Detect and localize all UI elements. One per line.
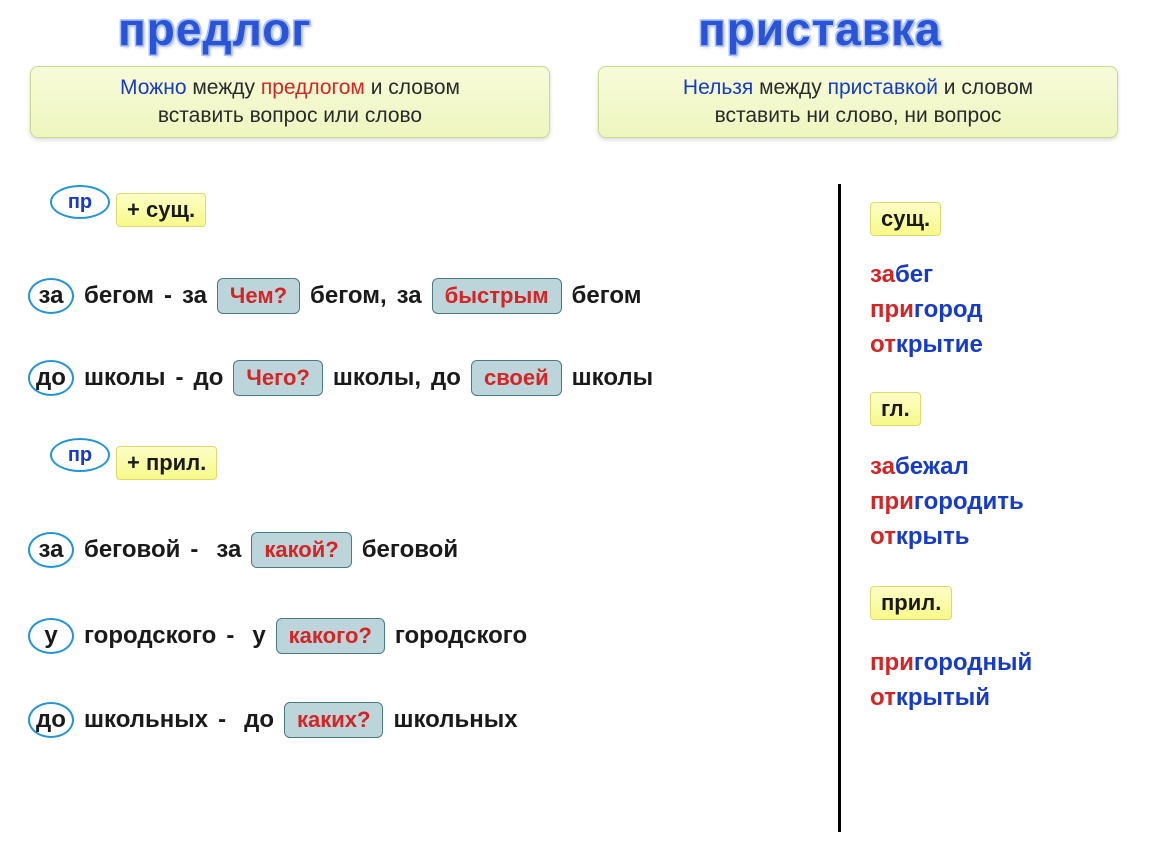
rule-right-line2: вставить ни слово, ни вопрос: [715, 104, 1002, 127]
prep-za-2: за: [28, 532, 74, 568]
rule-left-mid2: и словом: [365, 76, 460, 99]
word: школьных: [393, 706, 517, 734]
prep: до: [431, 364, 461, 392]
badge-noun: сущ.: [870, 202, 941, 236]
list-item: пригород: [870, 293, 983, 328]
list-item: пригородить: [870, 485, 1024, 520]
rule-left-word1: Можно: [120, 76, 187, 99]
badge-pr-2: пр: [50, 438, 110, 472]
insert-bystrym: быстрым: [432, 278, 562, 314]
badge-verb: гл.: [870, 392, 921, 426]
prep: за: [216, 536, 241, 564]
list-item: открыть: [870, 520, 1024, 555]
list-item: забег: [870, 258, 983, 293]
example-line-1: за бегом - за Чем? бегом, за быстрым бег…: [28, 278, 641, 314]
question-chem: Чем?: [217, 278, 300, 314]
word: бегом,: [310, 282, 387, 310]
dash: -: [218, 706, 226, 734]
tag-adj: прил.: [870, 586, 952, 620]
dash: -: [164, 282, 172, 310]
prefix: при: [870, 649, 914, 676]
list-item: открытие: [870, 328, 983, 363]
combo-pr-noun: пр + сущ.: [50, 185, 206, 219]
rule-left-line2: вставить вопрос или слово: [158, 104, 422, 127]
rest: городный: [914, 649, 1032, 676]
rule-left-red: предлогом: [261, 76, 365, 99]
badge-plus-noun: + сущ.: [116, 193, 206, 227]
dash: -: [176, 364, 184, 392]
right-nouns: забег пригород открытие: [870, 258, 983, 362]
prep-u: у: [28, 618, 74, 654]
rest: город: [914, 296, 983, 323]
rule-right-blue: приставкой: [828, 76, 938, 99]
rule-right-word1: Нельзя: [683, 76, 753, 99]
example-line-4: у городского - у какого? городского: [28, 618, 527, 654]
badge-adj: прил.: [870, 586, 952, 620]
rest: крыть: [896, 523, 970, 550]
word: беговой: [84, 536, 180, 564]
list-item: открытый: [870, 681, 1032, 716]
example-line-3: за беговой - за какой? беговой: [28, 532, 458, 568]
prefix: от: [870, 331, 896, 358]
insert-svoei: своей: [471, 360, 562, 396]
rest: бежал: [895, 453, 969, 480]
prefix: за: [870, 261, 895, 288]
word: бегом: [572, 282, 642, 310]
prep-do-2: до: [28, 702, 74, 738]
word: бегом: [84, 282, 154, 310]
example-line-2: до школы - до Чего? школы, до своей школ…: [28, 360, 653, 396]
prefix: при: [870, 296, 914, 323]
prefix: от: [870, 684, 896, 711]
prep: за: [182, 282, 207, 310]
right-adjs: пригородный открытый: [870, 646, 1032, 716]
rest: бег: [895, 261, 933, 288]
question-kakoi: какой?: [251, 532, 351, 568]
word: городского: [84, 622, 216, 650]
question-kakogo: какого?: [276, 618, 385, 654]
list-item: пригородный: [870, 646, 1032, 681]
right-verbs: забежал пригородить открыть: [870, 450, 1024, 554]
word: городского: [395, 622, 527, 650]
rule-right-mid2: и словом: [938, 76, 1033, 99]
rest: крытый: [896, 684, 990, 711]
word: беговой: [362, 536, 458, 564]
rest: крытие: [896, 331, 983, 358]
prep: до: [244, 706, 274, 734]
list-item: забежал: [870, 450, 1024, 485]
prep-do-1: до: [28, 360, 74, 396]
word: школьных: [84, 706, 208, 734]
prep-za-1: за: [28, 278, 74, 314]
question-kakih: каких?: [284, 702, 383, 738]
question-chego: Чего?: [233, 360, 322, 396]
prep: за: [397, 282, 422, 310]
dash: -: [190, 536, 198, 564]
prep: у: [252, 622, 265, 650]
tag-noun: сущ.: [870, 202, 941, 236]
rule-right-mid1: между: [753, 76, 827, 99]
word: школы,: [333, 364, 421, 392]
tag-verb: гл.: [870, 392, 921, 426]
dash: -: [226, 622, 234, 650]
word: школы: [84, 364, 166, 392]
prep: до: [194, 364, 224, 392]
word: школы: [572, 364, 654, 392]
badge-plus-adj: + прил.: [116, 446, 217, 480]
title-predlog: предлог: [118, 2, 312, 56]
vertical-divider: [838, 184, 841, 832]
rest: городить: [914, 488, 1024, 515]
example-line-5: до школьных - до каких? школьных: [28, 702, 518, 738]
prefix: за: [870, 453, 895, 480]
prefix: от: [870, 523, 896, 550]
rule-right: Нельзя между приставкой и словом вставит…: [598, 66, 1118, 138]
badge-pr-1: пр: [50, 185, 110, 219]
rule-left: Можно между предлогом и словом вставить …: [30, 66, 550, 138]
prefix: при: [870, 488, 914, 515]
combo-pr-adj: пр + прил.: [50, 438, 217, 472]
rule-left-mid1: между: [187, 76, 261, 99]
title-pristavka: приставка: [698, 2, 942, 56]
